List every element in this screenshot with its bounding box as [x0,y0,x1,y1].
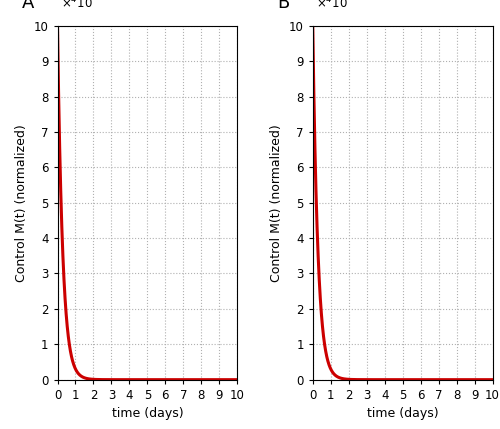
Y-axis label: Control M(t) (normalized): Control M(t) (normalized) [270,124,283,281]
X-axis label: time (days): time (days) [367,407,438,420]
Y-axis label: Control M(t) (normalized): Control M(t) (normalized) [15,124,28,281]
Text: B: B [277,0,289,12]
Text: $\times^{4}10$: $\times^{4}10$ [61,0,92,12]
Text: $\times^{4}10$: $\times^{4}10$ [316,0,348,12]
X-axis label: time (days): time (days) [112,407,183,420]
Text: A: A [22,0,34,12]
